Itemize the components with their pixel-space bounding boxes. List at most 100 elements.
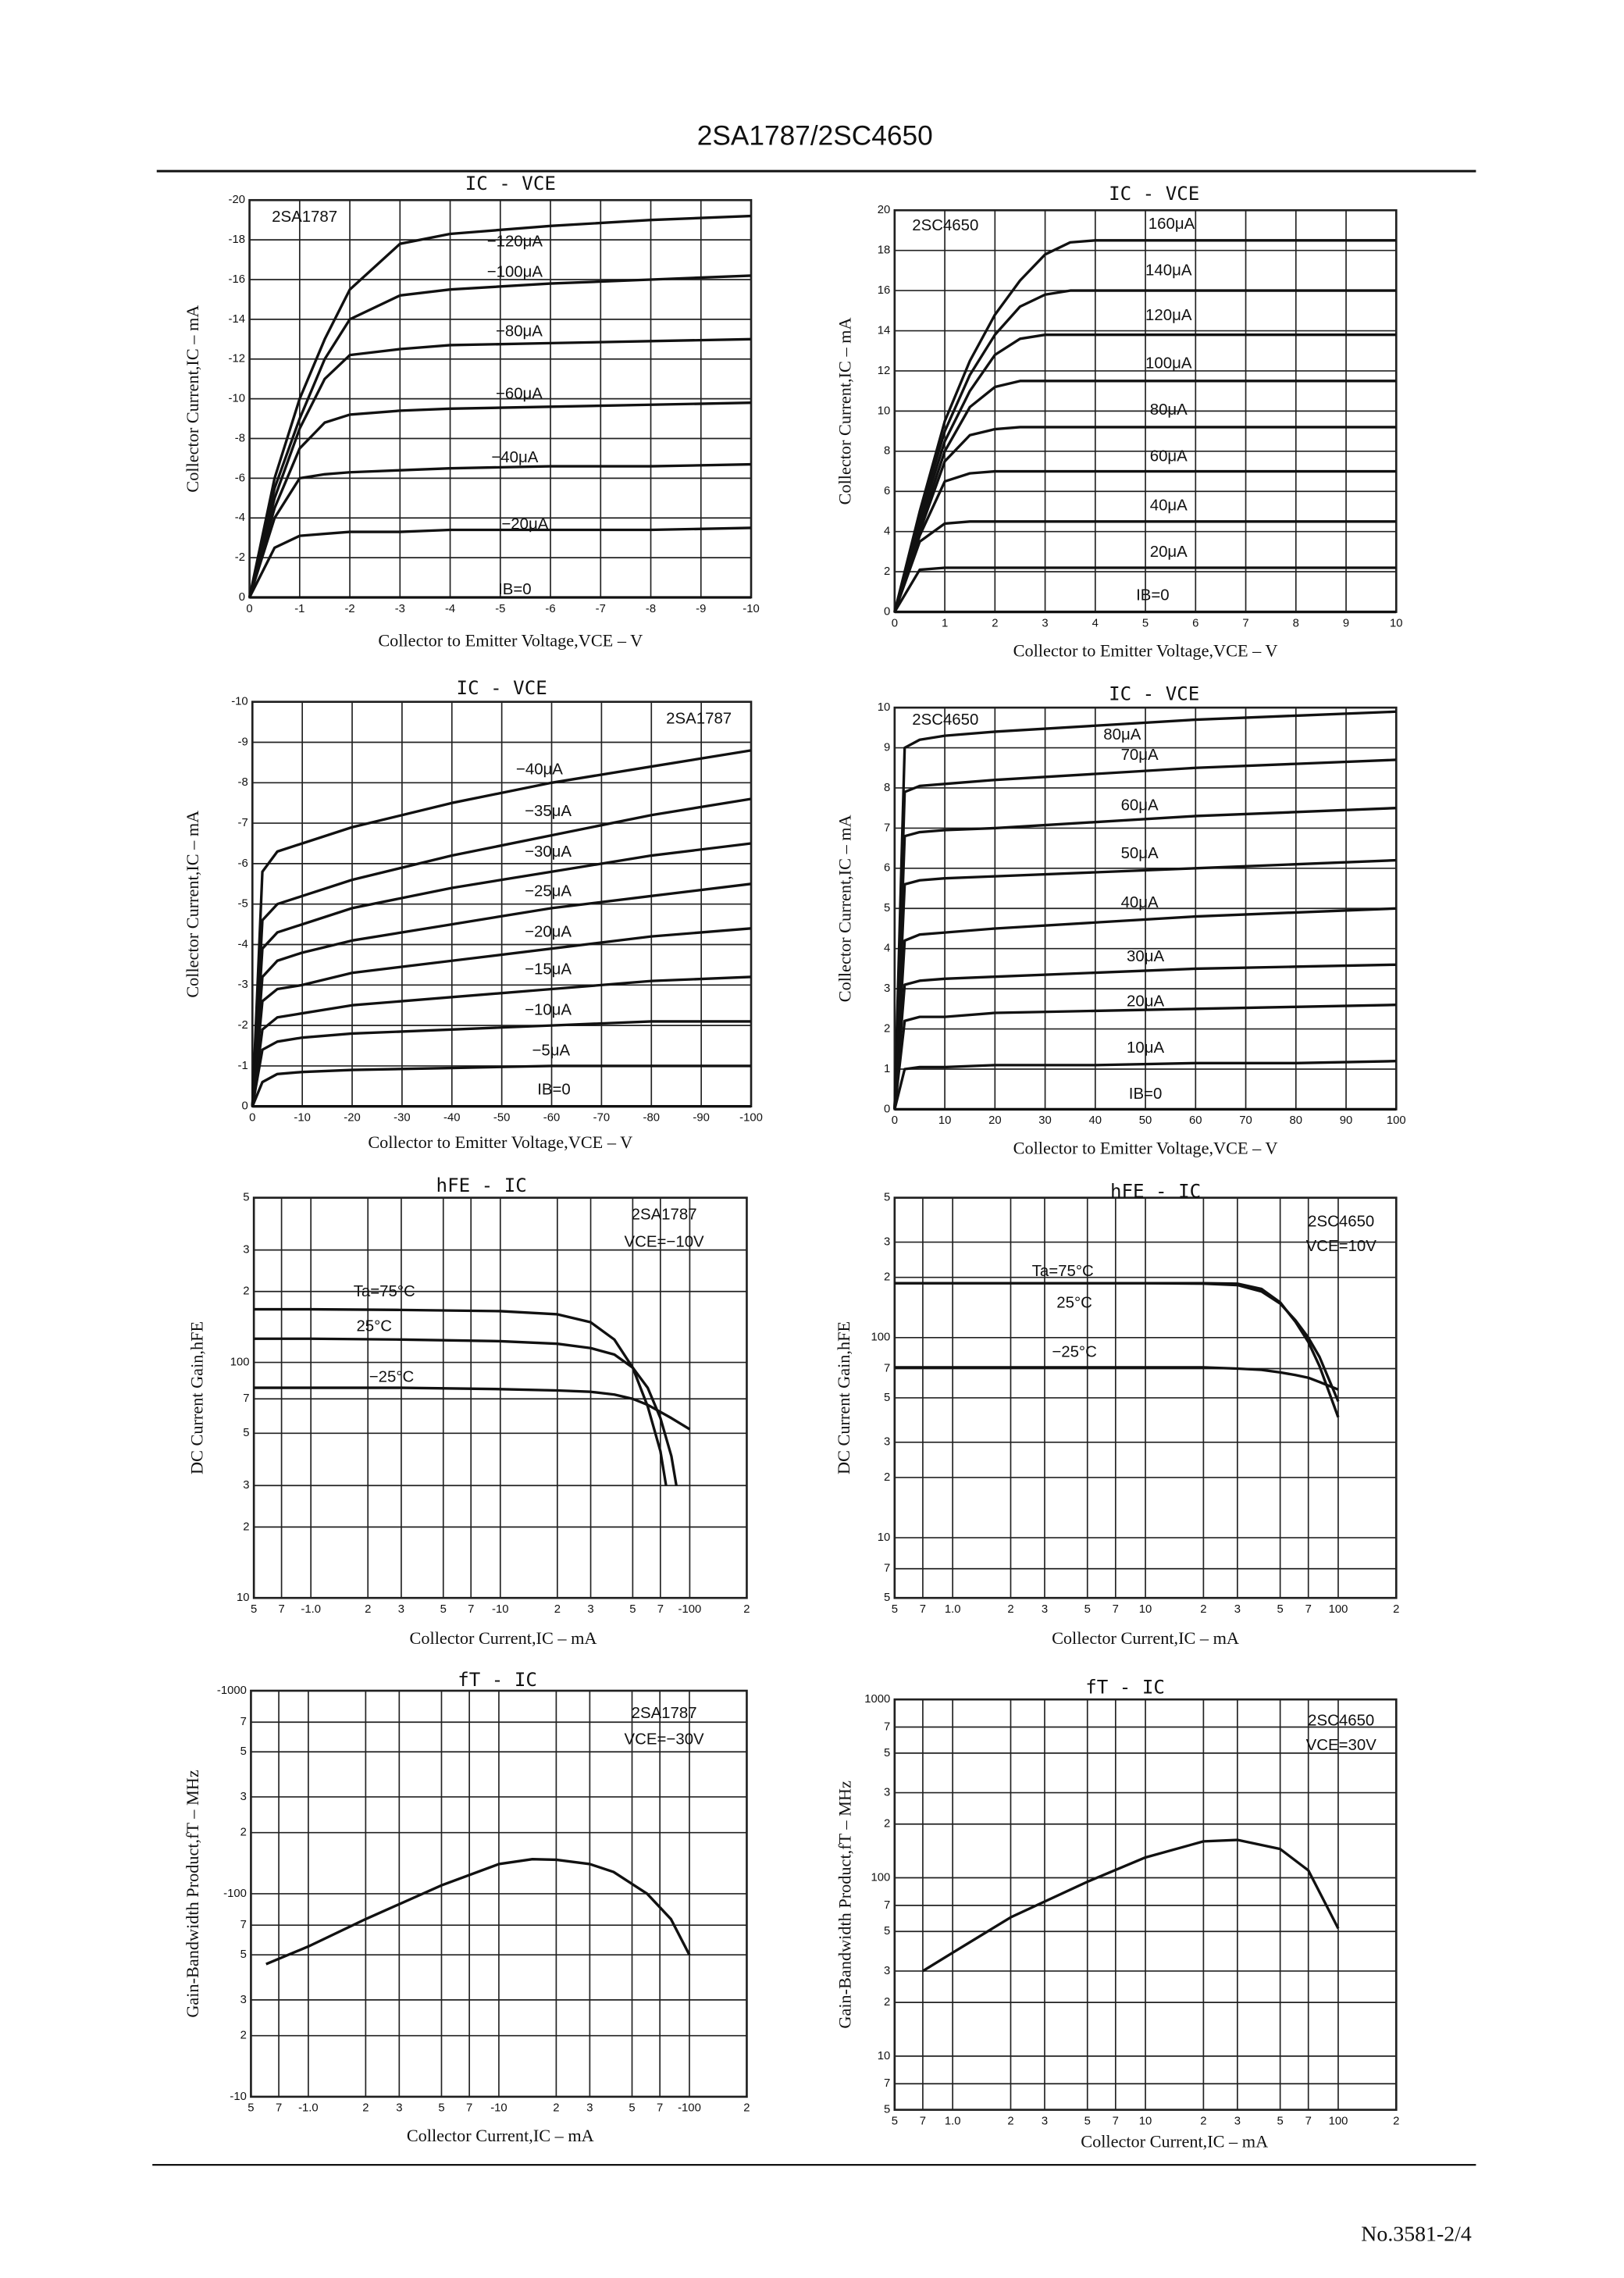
x-tick-label: 100 — [1387, 1114, 1406, 1127]
curve — [893, 289, 1397, 612]
chart-title: IC - VCE — [1109, 683, 1199, 704]
curve — [893, 858, 1397, 1110]
curve-label: 20μA — [1127, 993, 1164, 1010]
curve-label: 160μA — [1149, 216, 1195, 233]
y-tick-label: -12 — [229, 353, 245, 365]
y-tick-label: 7 — [884, 2077, 890, 2090]
chart-title: IC - VCE — [465, 173, 556, 194]
x-axis-label: Collector Current,IC – mA — [1052, 1628, 1239, 1648]
curve — [893, 710, 1397, 1110]
y-axis-label: Collector Current,IC – mA — [183, 305, 202, 493]
annotation: 2SA1787 — [666, 710, 732, 727]
y-tick-label: -8 — [238, 776, 248, 789]
y-tick-label: 3 — [240, 1994, 247, 2006]
y-tick-label: 7 — [240, 1716, 247, 1728]
x-tick-label: -7 — [596, 603, 606, 615]
annotation: 2SC4650 — [912, 217, 978, 234]
y-tick-label: 2 — [240, 2030, 247, 2042]
curve — [248, 214, 752, 598]
curve — [254, 1386, 691, 1431]
y-tick-label: 5 — [884, 1925, 890, 1938]
curve — [893, 239, 1397, 612]
y-tick-label: 16 — [878, 284, 891, 297]
x-tick-label: -40 — [443, 1111, 460, 1124]
curve-label: 140μA — [1145, 262, 1192, 280]
y-tick-label: 100 — [871, 1332, 890, 1344]
x-tick-label: -9 — [696, 603, 706, 615]
x-tick-label: 0 — [246, 603, 252, 615]
y-tick-label: 2 — [884, 1022, 890, 1035]
x-tick-label: 3 — [1042, 617, 1048, 629]
y-tick-label: 0 — [239, 591, 245, 604]
y-tick-label: 5 — [240, 1745, 247, 1758]
x-tick-label: -100 — [739, 1111, 763, 1124]
x-tick-label: 5 — [1084, 1603, 1091, 1616]
annotation: VCE=30V — [1306, 1737, 1377, 1754]
curve-label: 100μA — [1145, 355, 1192, 372]
x-tick-label: -2 — [344, 603, 354, 615]
curve-label: 25°C — [356, 1317, 392, 1335]
x-tick-label: 7 — [468, 1603, 474, 1616]
curve — [893, 520, 1397, 613]
y-axis-label: Gain-Bandwidth Product,fT – MHz — [835, 1781, 855, 2029]
curve — [893, 807, 1397, 1110]
x-tick-label: 7 — [1305, 1603, 1312, 1616]
curve-label: IB=0 — [498, 581, 532, 598]
x-tick-label: 10 — [1139, 1603, 1152, 1616]
curve-label: 80μA — [1103, 726, 1141, 743]
y-tick-label: 0 — [884, 605, 890, 618]
x-tick-label: 10 — [1390, 617, 1403, 629]
y-tick-label: 5 — [884, 1747, 890, 1759]
curve-label: Ta=75°C — [1032, 1263, 1094, 1280]
y-axis-label: Collector Current,IC – mA — [835, 317, 855, 504]
y-tick-label: -4 — [238, 938, 248, 950]
x-tick-label: 2 — [1200, 2115, 1206, 2127]
x-tick-label: -100 — [678, 1603, 702, 1616]
y-tick-label: 2 — [240, 1827, 247, 1839]
x-tick-label: 1.0 — [945, 1603, 961, 1616]
curve-label: 50μA — [1121, 845, 1159, 862]
x-tick-label: -100 — [678, 2102, 701, 2115]
curve — [893, 380, 1397, 613]
y-tick-label: 3 — [243, 1244, 249, 1257]
x-tick-label: 7 — [1305, 2115, 1312, 2127]
x-tick-label: 5 — [892, 1603, 898, 1616]
curve-label: −40μA — [516, 761, 563, 778]
x-tick-label: 2 — [1393, 1603, 1399, 1616]
annotation: VCE=10V — [1306, 1238, 1377, 1255]
x-tick-label: -30 — [394, 1111, 410, 1124]
x-tick-label: 4 — [1092, 617, 1099, 629]
y-tick-label: -6 — [235, 472, 245, 484]
x-tick-label: 0 — [892, 617, 898, 629]
x-tick-label: 7 — [466, 2102, 472, 2115]
curve-label: 120μA — [1145, 307, 1192, 324]
y-tick-label: 20 — [878, 204, 891, 216]
curve — [248, 401, 752, 598]
curve — [265, 1858, 691, 1966]
annotation: VCE=−10V — [625, 1234, 704, 1251]
x-tick-label: -10 — [743, 603, 759, 615]
y-tick-label: 4 — [884, 943, 890, 955]
x-tick-label: 30 — [1038, 1114, 1052, 1127]
x-tick-label: 7 — [657, 1603, 664, 1616]
y-tick-label: 0 — [241, 1100, 248, 1113]
x-tick-label: 5 — [248, 2102, 254, 2115]
x-tick-label: -70 — [593, 1111, 610, 1124]
curve-label: −20μA — [525, 923, 572, 940]
annotation: 2SA1787 — [272, 209, 337, 226]
x-tick-label: -50 — [493, 1111, 510, 1124]
y-tick-label: 2 — [884, 1271, 890, 1284]
curve-label: −100μA — [487, 263, 543, 280]
curve — [893, 963, 1397, 1110]
x-tick-label: 2 — [1393, 2115, 1399, 2127]
curve — [251, 1064, 752, 1107]
x-tick-label: 7 — [1242, 617, 1248, 629]
y-tick-label: 0 — [884, 1103, 890, 1115]
x-tick-label: -60 — [543, 1111, 560, 1124]
x-tick-label: 80 — [1290, 1114, 1303, 1127]
y-tick-label: -6 — [238, 857, 248, 870]
curve-label: −5μA — [532, 1043, 570, 1060]
x-tick-label: -1.0 — [298, 2102, 319, 2115]
curve-label: IB=0 — [1136, 587, 1170, 604]
